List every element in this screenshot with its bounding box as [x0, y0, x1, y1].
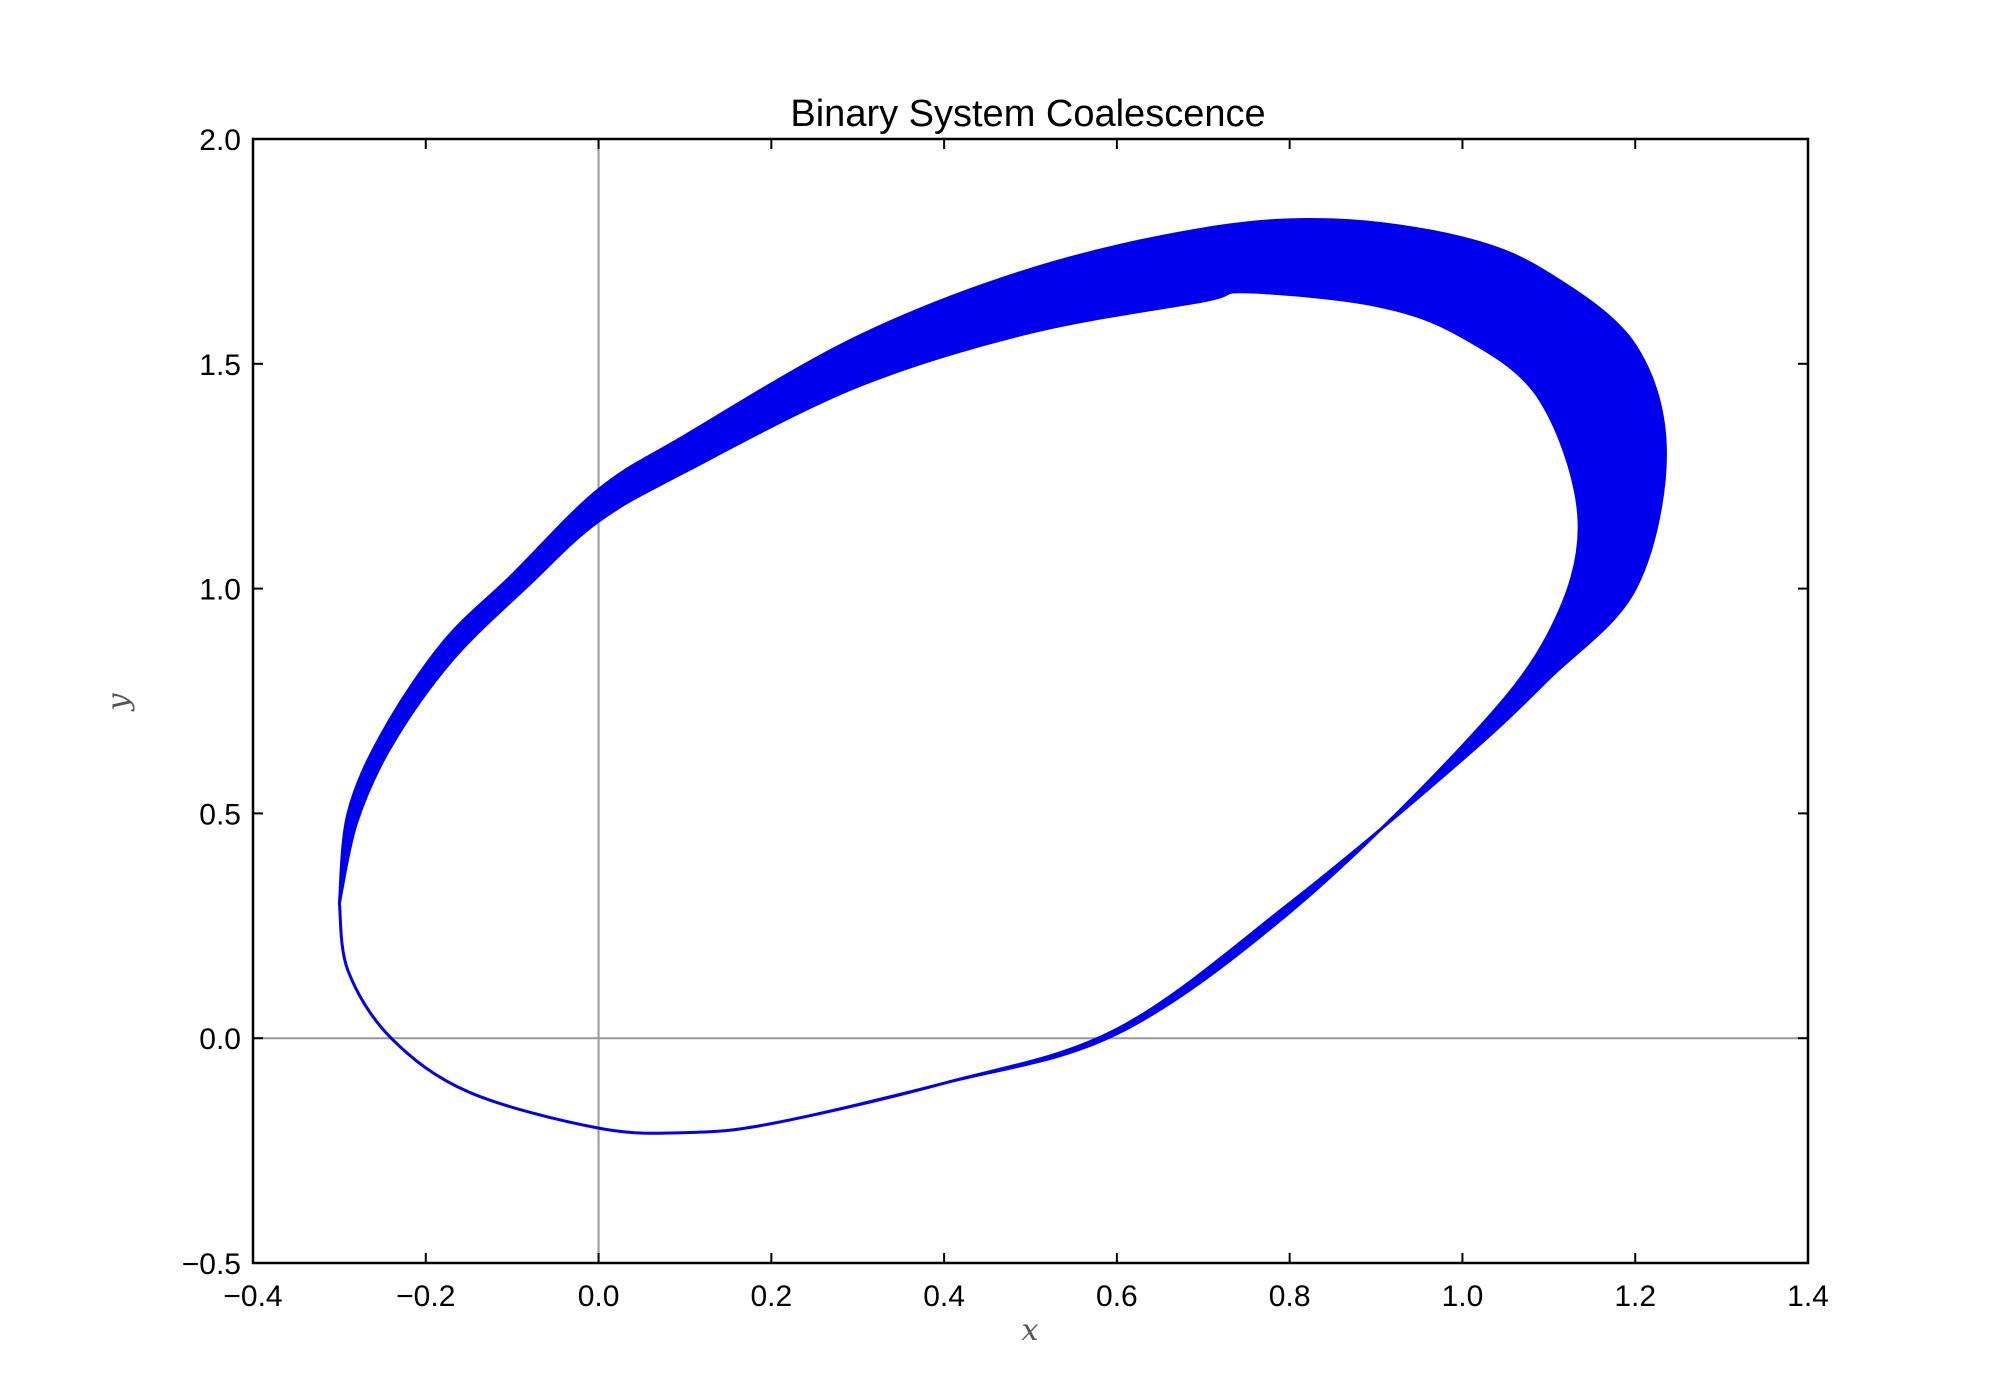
y-tick-label: 2.0 — [199, 124, 241, 157]
x-tick-label: 0.2 — [750, 1280, 792, 1313]
orbit-series — [337, 218, 1667, 1135]
x-tick-label: 0.8 — [1269, 1280, 1311, 1313]
y-tick-label: 1.0 — [199, 574, 241, 607]
x-tick-label: 1.0 — [1442, 1280, 1484, 1313]
x-tick-label: −0.2 — [396, 1280, 455, 1313]
x-axis-label: x — [1022, 1313, 1039, 1348]
x-tick-label: 1.4 — [1787, 1280, 1829, 1313]
x-tick-label: 0.0 — [578, 1280, 620, 1313]
y-axis-label: y — [101, 692, 136, 712]
x-tick-label: −0.4 — [223, 1280, 282, 1313]
x-tick-label: 1.2 — [1614, 1280, 1656, 1313]
x-tick-label: 0.6 — [1096, 1280, 1138, 1313]
x-tick-label: 0.4 — [923, 1280, 965, 1313]
plot-area: −0.4 −0.2 0.0 0.2 0.4 0.6 0.8 1.0 1.2 1.4 −0.5 0.0 0… — [182, 124, 1829, 1313]
y-tick-label: 1.5 — [199, 349, 241, 382]
y-tick-label: −0.5 — [182, 1248, 241, 1281]
y-tick-label: 0.5 — [199, 798, 241, 831]
y-tick-label: 0.0 — [199, 1023, 241, 1056]
plot-frame — [251, 137, 1810, 1265]
chart-title: Binary System Coalescence — [790, 93, 1265, 135]
